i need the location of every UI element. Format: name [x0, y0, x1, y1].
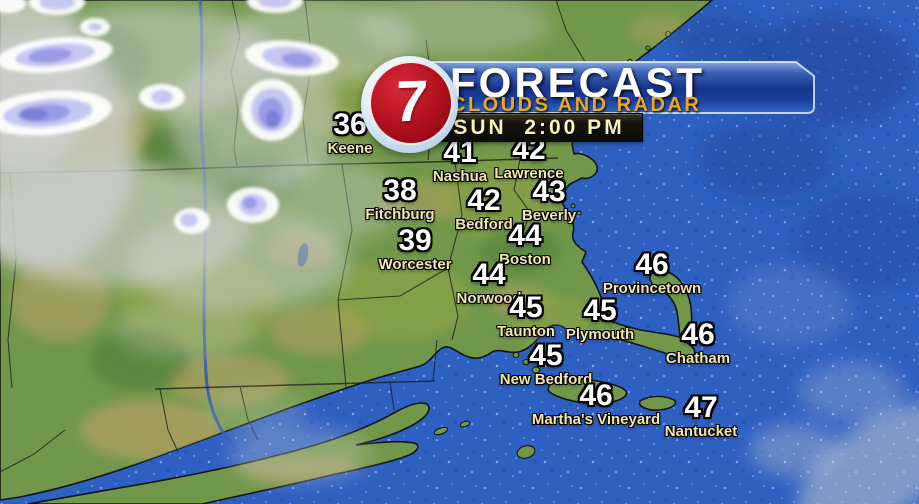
- city-label: 43 Beverly: [521, 175, 577, 224]
- city-name: Taunton: [496, 323, 556, 340]
- city-name: Beverly: [521, 207, 577, 224]
- city-label: 44 Norwood: [456, 258, 522, 307]
- timestamp-bar: SUN 2:00 PM: [435, 113, 643, 142]
- city-name: Plymouth: [565, 326, 635, 343]
- city-name: Nashua: [432, 168, 488, 185]
- city-label: 38 Fitchburg: [365, 174, 435, 223]
- city-name: Worcester: [378, 256, 452, 273]
- city-name: Lawrence: [494, 165, 564, 182]
- banner-title: FORECAST: [450, 59, 705, 106]
- banner-subtitle: CLOUDS AND RADAR: [451, 94, 702, 116]
- temperature-value: 46: [579, 379, 613, 412]
- station-logo: 7: [361, 56, 458, 153]
- station-logo-circle: 7: [369, 61, 453, 145]
- channel-7-icon: 7: [392, 67, 430, 135]
- city-name: Provincetown: [602, 280, 702, 297]
- city-name: Norwood: [456, 290, 522, 307]
- temperature-value: 44: [508, 219, 542, 252]
- banner-background: [424, 61, 815, 114]
- temperature-value: 45: [583, 294, 617, 327]
- city-label: 45 Plymouth: [565, 294, 635, 343]
- temperature-value: 46: [681, 318, 715, 351]
- temperature-value: 44: [472, 258, 506, 291]
- city-name: Fitchburg: [365, 206, 435, 223]
- city-label: 39 Worcester: [378, 224, 452, 273]
- city-name: New Bedford: [499, 371, 593, 388]
- city-label: 46 Chatham: [665, 318, 731, 367]
- city-label: 45 New Bedford: [499, 339, 593, 388]
- city-name: Nantucket: [664, 423, 738, 440]
- city-name: Keene: [327, 140, 373, 157]
- temperature-value: 45: [509, 291, 543, 324]
- temperature-value: 47: [684, 391, 718, 424]
- temperature-value: 39: [398, 224, 432, 257]
- temperature-value: 43: [532, 175, 566, 208]
- temperature-value: 41: [443, 136, 477, 169]
- city-label: 46 Provincetown: [602, 248, 702, 297]
- snow-radar-layer: [0, 0, 339, 234]
- city-label: 42 Bedford: [455, 184, 513, 233]
- city-name: Chatham: [665, 350, 731, 367]
- city-label: 46 Martha's Vineyard: [531, 379, 661, 428]
- city-label: 45 Taunton: [496, 291, 556, 340]
- timestamp-label: SUN 2:00 PM: [453, 115, 625, 139]
- city-name: Bedford: [455, 216, 513, 233]
- temperature-value: 38: [383, 174, 417, 207]
- city-label: 41 Nashua: [432, 136, 488, 185]
- city-name: Martha's Vineyard: [531, 411, 661, 428]
- city-label: 47 Nantucket: [664, 391, 738, 440]
- temperature-value: 42: [467, 184, 501, 217]
- city-label: 44 Boston: [499, 219, 551, 268]
- temperature-value: 45: [529, 339, 563, 372]
- temperature-value: 46: [635, 248, 669, 281]
- city-name: Boston: [499, 251, 551, 268]
